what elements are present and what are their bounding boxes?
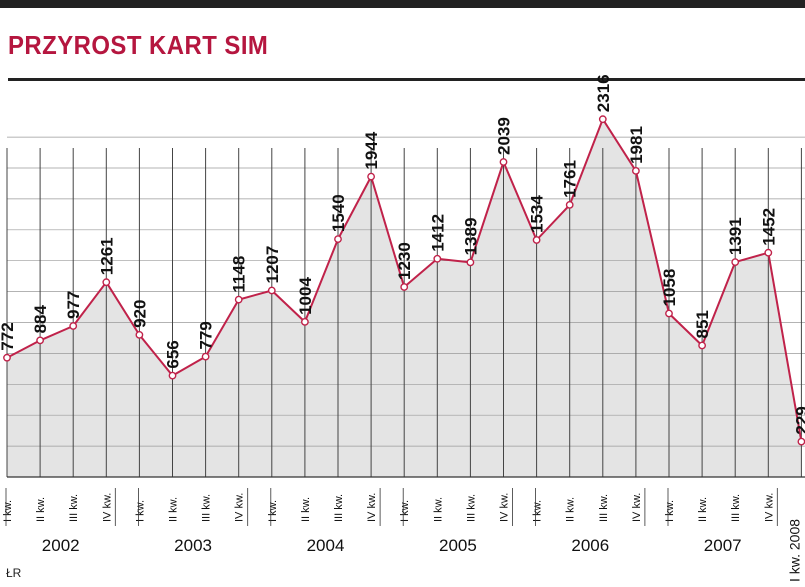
x-tick-label: IV kw. xyxy=(234,493,246,522)
data-label: 920 xyxy=(130,300,149,328)
data-point xyxy=(400,283,409,291)
data-label: 884 xyxy=(31,304,50,333)
data-label: 1534 xyxy=(528,195,547,233)
x-tick-label: II kw. xyxy=(35,497,47,522)
year-label: 2002 xyxy=(42,536,80,555)
x-tick-label: III kw. xyxy=(598,494,610,522)
data-point xyxy=(433,254,442,263)
data-point xyxy=(234,295,243,304)
data-point xyxy=(565,200,574,209)
x-tick-label: I kw. xyxy=(399,500,411,522)
data-point xyxy=(267,286,276,295)
data-label: 977 xyxy=(64,291,83,319)
data-label: 1389 xyxy=(461,218,480,256)
data-label: 1981 xyxy=(627,126,646,164)
x-tick-label: IV kw. xyxy=(763,493,775,522)
x-tick-label: IV kw. xyxy=(101,493,113,522)
data-label: 1412 xyxy=(428,214,447,252)
data-label: 1207 xyxy=(263,246,282,284)
data-point xyxy=(334,235,342,244)
data-label: 1004 xyxy=(296,277,315,315)
data-label: 772 xyxy=(0,322,17,350)
data-label: 1452 xyxy=(759,208,778,246)
data-point xyxy=(201,352,210,361)
data-point xyxy=(665,309,673,318)
x-tick-label: II kw. xyxy=(565,497,577,522)
data-label: 1230 xyxy=(395,242,414,280)
x-tick-label: II kw. xyxy=(697,497,709,522)
data-point xyxy=(300,317,309,326)
data-point xyxy=(632,166,640,175)
data-label: 229 xyxy=(792,406,805,434)
x-tick-label: II kw. xyxy=(300,497,312,522)
x-tick-label: III kw. xyxy=(730,494,742,522)
x-tick-label: III kw. xyxy=(465,494,477,522)
x-tick-label: I kw. xyxy=(134,500,146,522)
year-label: 2003 xyxy=(174,536,212,555)
data-point xyxy=(102,278,111,287)
data-label: 779 xyxy=(197,321,216,349)
x-tick-label: III kw. xyxy=(333,494,345,522)
x-tick-label: IV kw. xyxy=(631,493,643,522)
year-label: 2006 xyxy=(571,536,609,555)
data-label: 1148 xyxy=(230,256,249,293)
x-tick-label: IV kw. xyxy=(366,493,378,522)
x-tick-label: I kw. xyxy=(2,500,14,522)
data-label: 851 xyxy=(693,310,712,338)
x-tick-label: IV kw. xyxy=(499,493,511,522)
data-label: 1261 xyxy=(97,237,116,275)
x-tick-label: I kw. xyxy=(532,500,544,522)
year-label: 2007 xyxy=(704,536,742,555)
data-label: 1391 xyxy=(726,217,745,255)
title-rule xyxy=(8,78,805,81)
data-point xyxy=(532,236,541,244)
x-tick-label: I kw. xyxy=(664,500,676,522)
year-label: 2005 xyxy=(439,536,477,555)
x-tick-label: III kw. xyxy=(201,494,213,522)
data-point xyxy=(731,258,740,266)
data-point xyxy=(764,248,773,257)
data-label: 1540 xyxy=(329,194,348,232)
x-tick-label: II kw. xyxy=(168,497,180,522)
data-label: 2039 xyxy=(495,117,514,155)
data-point xyxy=(69,322,78,330)
x-tick-label: I kw. xyxy=(267,500,279,522)
x-tick-label: III kw. xyxy=(68,494,80,522)
data-point xyxy=(698,341,706,350)
data-point xyxy=(135,330,144,339)
data-label: 2316 xyxy=(594,74,613,112)
data-label: 656 xyxy=(164,340,183,368)
data-point xyxy=(36,336,44,345)
x-tick-label-last: I kw. 2008 xyxy=(786,519,802,582)
x-tick-label: II kw. xyxy=(432,497,444,522)
data-point xyxy=(466,258,475,267)
data-point xyxy=(367,172,375,181)
data-label: 1944 xyxy=(362,131,381,169)
data-point xyxy=(598,115,607,124)
data-label: 1058 xyxy=(660,269,679,307)
data-label: 1761 xyxy=(561,160,580,198)
data-point xyxy=(499,158,508,166)
data-point xyxy=(168,371,177,380)
chart-title: PRZYROST KART SIM xyxy=(8,30,269,60)
year-label: 2004 xyxy=(307,536,345,555)
credit-label: ŁR xyxy=(6,566,22,580)
data-point xyxy=(3,353,11,362)
top-bar xyxy=(0,0,805,8)
data-point xyxy=(797,437,805,446)
